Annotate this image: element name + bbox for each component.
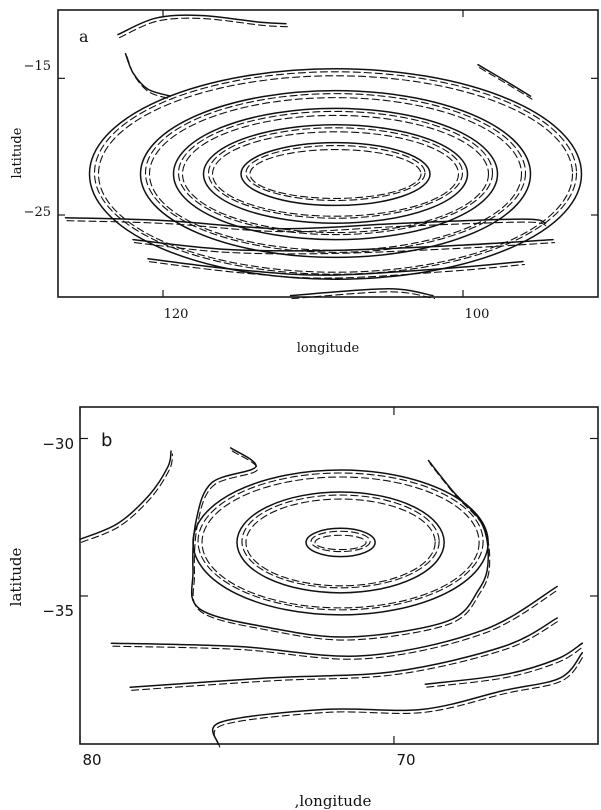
panel-b-ytick-m35: −35 bbox=[42, 602, 74, 620]
contour-solid-open bbox=[147, 257, 524, 276]
panel-a-xtick-120: 120 bbox=[164, 307, 189, 322]
contour-dashed-closed bbox=[245, 498, 436, 587]
panel-b-xtick-70: 70 bbox=[396, 751, 415, 769]
contour-solid-open bbox=[64, 216, 547, 230]
panel-a: a 120 100 −15 −25 longitude latitude bbox=[10, 9, 599, 356]
contour-dashed-closed bbox=[249, 149, 422, 199]
contour-solid-open bbox=[79, 450, 172, 541]
panel-b-contours bbox=[79, 447, 585, 748]
contour-dashed-open bbox=[426, 645, 585, 688]
contour-solid-open bbox=[289, 288, 434, 297]
contour-dashed-closed bbox=[181, 114, 490, 234]
contour-solid-open bbox=[211, 651, 584, 745]
contour-solid-open bbox=[110, 585, 558, 657]
contour-dashed-closed bbox=[245, 145, 426, 201]
contour-dashed-open bbox=[131, 620, 560, 691]
contour-solid-open bbox=[117, 14, 287, 36]
contour-solid-open bbox=[129, 617, 558, 689]
contour-solid-closed bbox=[172, 107, 499, 241]
contour-dashed-closed bbox=[310, 530, 371, 553]
panel-b-ticks bbox=[79, 407, 598, 744]
contour-solid-open bbox=[424, 642, 584, 685]
contour-solid-open bbox=[477, 63, 532, 97]
contour-dashed-open bbox=[133, 242, 556, 255]
contour-dashed-open bbox=[213, 655, 585, 748]
panel-a-frame bbox=[57, 9, 599, 298]
contour-dashed-closed bbox=[97, 75, 574, 273]
panel-b-ylabel: latitude bbox=[7, 548, 25, 607]
contour-solid-closed bbox=[139, 89, 532, 259]
contour-dashed-open bbox=[66, 220, 548, 233]
contour-dashed-open bbox=[291, 291, 436, 300]
panel-b-xtick-80: 80 bbox=[82, 751, 101, 769]
panel-a-ylabel: latitude bbox=[10, 127, 25, 178]
panel-a-ticks bbox=[58, 10, 598, 297]
panel-a-ytick-m15: −15 bbox=[24, 59, 51, 74]
panel-b-label: b bbox=[101, 430, 112, 451]
contour-solid-closed bbox=[88, 68, 583, 280]
contour-solid-open bbox=[124, 52, 172, 97]
contour-dashed-closed bbox=[201, 476, 480, 609]
panel-a-label: a bbox=[79, 27, 89, 46]
contour-solid-closed bbox=[240, 141, 431, 207]
contour-dashed-open bbox=[80, 453, 174, 543]
contour-dashed-open bbox=[148, 261, 526, 279]
contour-dashed-open bbox=[126, 56, 173, 100]
contour-dashed-closed bbox=[314, 534, 367, 551]
contour-dashed-open bbox=[118, 17, 289, 39]
panel-b-frame bbox=[79, 406, 599, 745]
contour-dashed-closed bbox=[177, 110, 494, 236]
contour-dashed-open bbox=[192, 450, 491, 641]
contour-dashed-closed bbox=[197, 472, 484, 611]
contour-dashed-closed bbox=[207, 127, 464, 219]
contour-solid-open bbox=[132, 238, 554, 252]
contour-solid-closed bbox=[305, 527, 376, 558]
contour-dashed-closed bbox=[211, 131, 460, 217]
contour-dashed-closed bbox=[144, 93, 527, 253]
contour-dashed-open bbox=[478, 67, 533, 100]
panel-b-xlabel: ,longitude bbox=[295, 792, 372, 810]
panel-a-contours bbox=[64, 14, 583, 300]
contour-dashed-closed bbox=[241, 494, 440, 589]
panel-a-xtick-100: 100 bbox=[465, 307, 490, 322]
panel-a-xlabel: longitude bbox=[297, 341, 360, 356]
panel-a-ytick-m25: −25 bbox=[24, 205, 51, 220]
contour-solid-closed bbox=[236, 491, 445, 594]
panel-b-ytick-m30: −30 bbox=[42, 435, 74, 453]
contour-solid-closed bbox=[202, 124, 469, 224]
panel-b: b 80 70 −30 −35 ,longitude latitude bbox=[7, 406, 599, 810]
contour-dashed-open bbox=[112, 588, 560, 660]
contour-dashed-closed bbox=[93, 71, 578, 275]
